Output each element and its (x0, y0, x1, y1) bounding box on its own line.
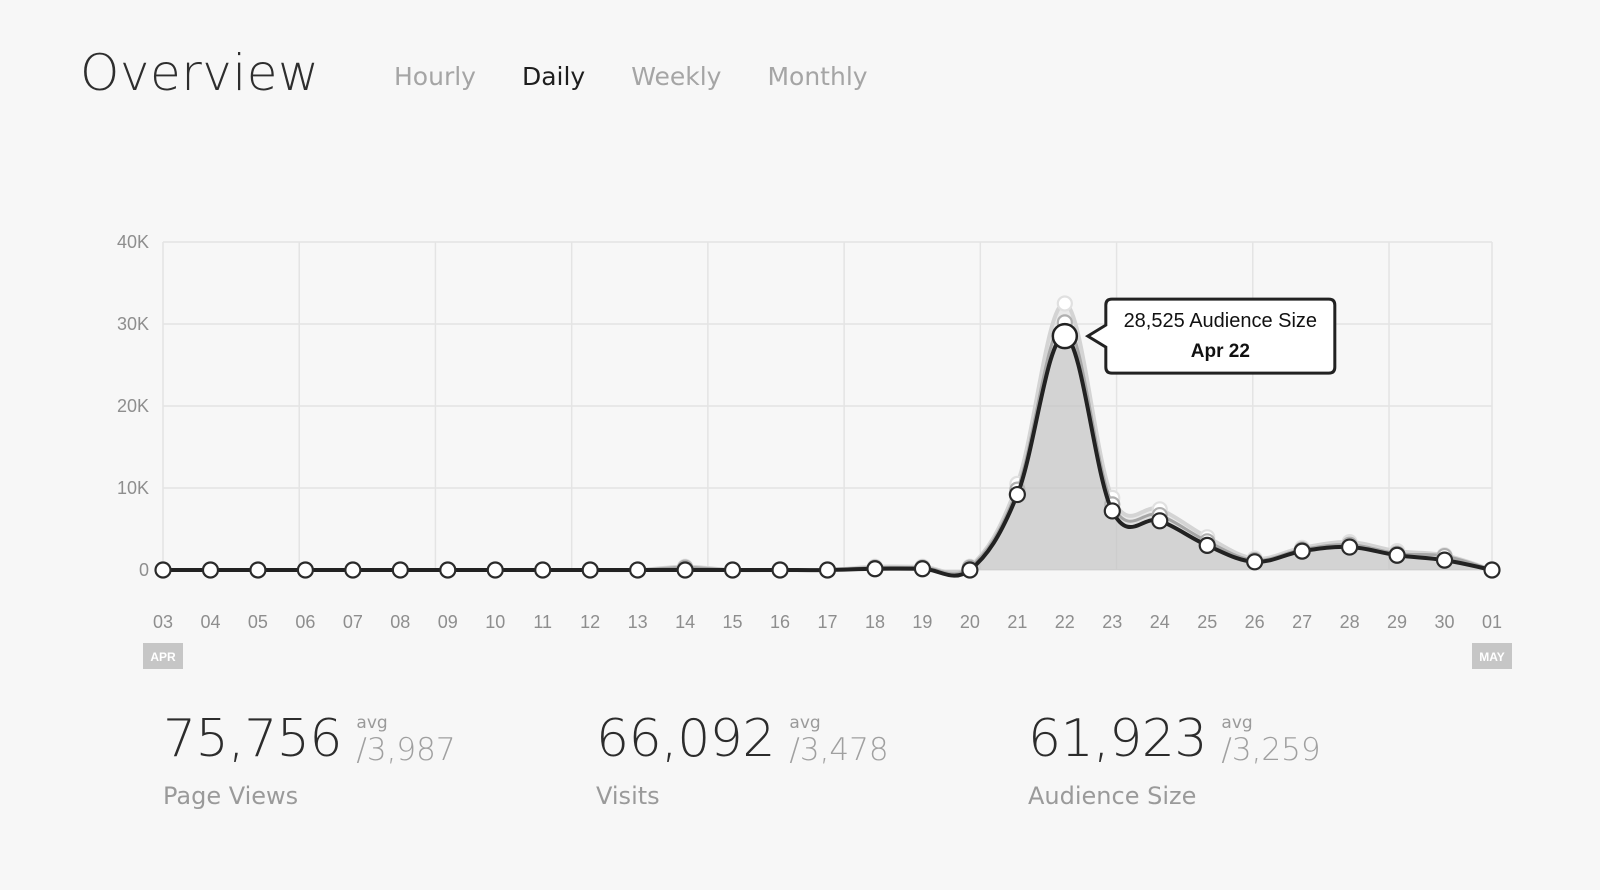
data-point (1341, 538, 1359, 556)
highlighted-point (1051, 322, 1079, 350)
stat-label: Page Views (163, 782, 299, 810)
data-point (249, 561, 267, 579)
x-tick-label: 24 (1150, 612, 1170, 632)
data-point (1246, 553, 1264, 571)
data-point (1056, 295, 1073, 312)
data-point (391, 561, 409, 579)
data-point (866, 560, 884, 578)
y-tick-label: 10K (117, 478, 149, 498)
month-badge-bg (143, 643, 183, 669)
data-point (1388, 546, 1406, 564)
data-point (154, 561, 172, 579)
data-point (913, 560, 932, 578)
x-tick-label: 19 (912, 612, 932, 632)
x-tick-label: 03 (153, 612, 173, 632)
x-tick-label: 21 (1007, 612, 1027, 632)
data-point (723, 561, 742, 579)
data-point (1198, 536, 1216, 555)
data-point (1483, 561, 1501, 579)
month-badge-bg (1472, 643, 1512, 669)
x-tick-label: 22 (1055, 612, 1075, 632)
stat-page-views: 75,756 avg /3,987 Page Views (163, 700, 456, 810)
stat-avg-label: avg (1221, 713, 1253, 733)
x-tick-label: 09 (438, 612, 458, 632)
x-tick-label: 15 (723, 612, 743, 632)
x-tick-label: 06 (295, 612, 315, 632)
x-tick-label: 26 (1245, 612, 1265, 632)
data-point (771, 561, 789, 579)
x-tick-label: 29 (1387, 612, 1407, 632)
y-tick-label: 0 (139, 560, 149, 580)
data-point (296, 561, 314, 579)
stat-avg-value: /3,987 (356, 732, 456, 768)
page-title: Overview (80, 44, 320, 102)
daily-line-chart: 0 10K 20K 30K 40K 03 04 05 06 07 08 09 10 11 12 13 14 15 1… (117, 232, 1512, 669)
tab-daily[interactable]: Daily (521, 62, 586, 91)
x-tick-label: 23 (1102, 612, 1122, 632)
stat-total: 75,756 (163, 709, 342, 769)
stat-avg-label: avg (356, 713, 388, 733)
x-tick-label: 04 (200, 612, 220, 632)
y-tick-label: 30K (117, 314, 149, 334)
tooltip: 28,525 Audience Size Apr 22 (1084, 297, 1337, 375)
x-tick-label: 12 (580, 612, 600, 632)
y-tick-label: 40K (117, 232, 149, 252)
stat-audience-size: 61,923 avg /3,259 Audience Size (1028, 700, 1321, 810)
tab-hourly[interactable]: Hourly (394, 62, 476, 91)
data-point (344, 561, 362, 579)
data-point (581, 561, 599, 579)
data-point (1008, 485, 1026, 504)
stat-total: 61,923 (1028, 709, 1207, 769)
x-tick-label: 30 (1435, 612, 1455, 632)
month-badge: APR (143, 643, 183, 669)
stat-visits: 66,092 avg /3,478 Visits (596, 700, 889, 810)
stat-total: 66,092 (596, 709, 775, 769)
data-point (534, 561, 552, 579)
month-badge-label: APR (150, 650, 176, 664)
data-point (1103, 502, 1121, 520)
data-point (201, 561, 220, 579)
x-tick-label: 27 (1292, 612, 1312, 632)
data-point (439, 561, 457, 579)
data-point (1435, 551, 1454, 569)
series-area (163, 336, 1492, 576)
summary-stats: 75,756 avg /3,987 Page Views 66,092 avg … (0, 700, 1600, 830)
tab-monthly[interactable]: Monthly (767, 62, 868, 91)
stat-avg-label: avg (789, 713, 821, 733)
y-tick-label: 20K (117, 396, 149, 416)
month-badge: MAY (1472, 643, 1512, 669)
x-tick-label: 08 (390, 612, 410, 632)
x-tick-label: 01 (1482, 612, 1502, 632)
data-point (818, 561, 837, 579)
x-tick-label: 16 (770, 612, 790, 632)
stat-label: Visits (596, 782, 660, 810)
data-point (676, 561, 694, 579)
x-tick-label: 11 (533, 612, 552, 632)
tooltip-value: 28,525 Audience Size (1124, 310, 1318, 332)
tooltip-box (1084, 297, 1337, 375)
stat-label: Audience Size (1028, 782, 1197, 810)
x-tick-label: 05 (248, 612, 268, 632)
x-tick-label: 10 (485, 612, 505, 632)
x-tick-label: 13 (628, 612, 648, 632)
x-tick-label: 18 (865, 612, 885, 632)
data-point (1293, 542, 1311, 560)
data-point (629, 561, 647, 579)
x-tick-label: 07 (343, 612, 363, 632)
x-tick-label: 28 (1340, 612, 1360, 632)
stat-avg-value: /3,259 (1221, 732, 1321, 768)
data-point (1151, 512, 1169, 530)
data-point (961, 561, 979, 579)
month-badge-label: MAY (1479, 650, 1505, 664)
data-point (486, 561, 504, 579)
tooltip-date: Apr 22 (1191, 341, 1250, 362)
x-tick-label: 14 (675, 612, 695, 632)
x-tick-label: 20 (960, 612, 980, 632)
x-tick-label: 17 (817, 612, 837, 632)
period-tabs: Hourly Daily Weekly Monthly (394, 62, 914, 91)
x-tick-label: 25 (1197, 612, 1217, 632)
tab-weekly[interactable]: Weekly (631, 62, 722, 91)
series-audience-size (154, 327, 1501, 579)
stat-avg-value: /3,478 (789, 732, 889, 768)
